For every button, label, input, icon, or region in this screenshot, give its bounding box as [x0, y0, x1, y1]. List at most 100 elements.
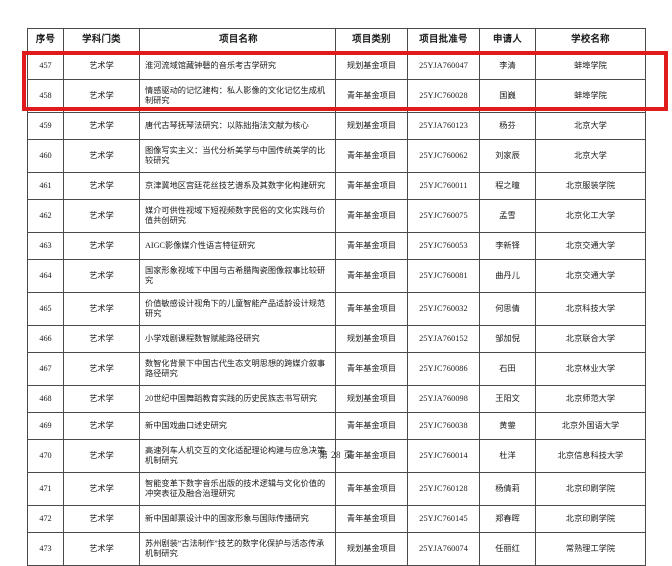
cell-discipline: 艺术学	[63, 79, 140, 113]
cell-applicant: 王阳文	[479, 385, 536, 413]
cell-category: 青年基金项目	[335, 232, 408, 260]
cell-applicant: 石田	[479, 352, 536, 386]
cell-title: 图像写实主义：当代分析美学与中国传统美学的比较研究	[139, 139, 336, 173]
cell-approval-no: 25YJC760014	[407, 439, 480, 473]
cell-applicant: 孟雪	[479, 199, 536, 233]
cell-applicant: 刘家辰	[479, 139, 536, 173]
cell-approval-no: 25YJC760145	[407, 505, 480, 533]
cell-approval-no: 25YJC760128	[407, 472, 480, 506]
cell-school: 北京师范大学	[535, 385, 646, 413]
table-header: 序号 学科门类 项目名称 项目类别 项目批准号 申请人 学校名称	[27, 28, 646, 53]
table-body: 457 艺术学 淮河流域馆藏钟磬的音乐考古学研究 规划基金项目 25YJA760047 李…	[27, 52, 646, 566]
cell-school: 北京交通大学	[535, 232, 646, 260]
table-row: 463 艺术学 AIGC影像媒介性语言特征研究 青年基金项目 25YJC760053 李新…	[27, 232, 646, 260]
cell-applicant: 杨倩莉	[479, 472, 536, 506]
table-row: 457 艺术学 淮河流域馆藏钟磬的音乐考古学研究 规划基金项目 25YJA760047 李…	[27, 52, 646, 80]
column-header-approval-no: 项目批准号	[407, 28, 480, 53]
cell-school: 北京林业大学	[535, 352, 646, 386]
cell-seq: 467	[27, 352, 64, 386]
table-row: 468 艺术学 20世纪中国舞蹈教育实践的历史民族志书写研究 规划基金项目 25YJA7…	[27, 385, 646, 413]
cell-category: 青年基金项目	[335, 412, 408, 440]
cell-approval-no: 25YJC760075	[407, 199, 480, 233]
cell-school: 北京印刷学院	[535, 505, 646, 533]
column-header-seq: 序号	[27, 28, 64, 53]
cell-seq: 470	[27, 439, 64, 473]
cell-school: 北京大学	[535, 112, 646, 140]
cell-school: 北京信息科技大学	[535, 439, 646, 473]
cell-approval-no: 25YJC760038	[407, 412, 480, 440]
cell-discipline: 艺术学	[63, 385, 140, 413]
cell-title: 唐代古琴抚琴法研究：以陈拙指法文献为核心	[139, 112, 336, 140]
cell-discipline: 艺术学	[63, 352, 140, 386]
table-row: 472 艺术学 新中国邮票设计中的国家形象与国际传播研究 青年基金项目 25YJC760…	[27, 505, 646, 533]
cell-title: 小学戏剧课程数智赋能路径研究	[139, 325, 336, 353]
cell-discipline: 艺术学	[63, 472, 140, 506]
cell-approval-no: 25YJA760047	[407, 52, 480, 80]
cell-school: 北京交通大学	[535, 259, 646, 293]
cell-approval-no: 25YJC760062	[407, 139, 480, 173]
cell-school: 北京印刷学院	[535, 472, 646, 506]
table-row: 459 艺术学 唐代古琴抚琴法研究：以陈拙指法文献为核心 规划基金项目 25YJA760…	[27, 112, 646, 140]
cell-approval-no: 25YJC760081	[407, 259, 480, 293]
table-header-row: 序号 学科门类 项目名称 项目类别 项目批准号 申请人 学校名称	[27, 28, 646, 53]
cell-seq: 465	[27, 292, 64, 326]
cell-category: 规划基金项目	[335, 385, 408, 413]
cell-category: 青年基金项目	[335, 505, 408, 533]
cell-school: 北京外国语大学	[535, 412, 646, 440]
cell-seq: 472	[27, 505, 64, 533]
cell-school: 蚌埠学院	[535, 79, 646, 113]
cell-title: 20世纪中国舞蹈教育实践的历史民族志书写研究	[139, 385, 336, 413]
cell-approval-no: 25YJA760074	[407, 532, 480, 566]
table-row: 469 艺术学 新中国戏曲口述史研究 青年基金项目 25YJC760038 黄蓥 北京外国语…	[27, 412, 646, 440]
cell-approval-no: 25YJC760028	[407, 79, 480, 113]
cell-applicant: 杨芬	[479, 112, 536, 140]
cell-school: 北京联合大学	[535, 325, 646, 353]
cell-seq: 468	[27, 385, 64, 413]
cell-applicant: 李清	[479, 52, 536, 80]
cell-discipline: 艺术学	[63, 412, 140, 440]
cell-discipline: 艺术学	[63, 112, 140, 140]
cell-seq: 473	[27, 532, 64, 566]
cell-approval-no: 25YJC760053	[407, 232, 480, 260]
cell-category: 青年基金项目	[335, 472, 408, 506]
cell-seq: 461	[27, 172, 64, 200]
cell-applicant: 何思倩	[479, 292, 536, 326]
cell-category: 青年基金项目	[335, 172, 408, 200]
cell-seq: 463	[27, 232, 64, 260]
cell-approval-no: 25YJA760123	[407, 112, 480, 140]
cell-category: 青年基金项目	[335, 199, 408, 233]
cell-discipline: 艺术学	[63, 532, 140, 566]
cell-category: 规划基金项目	[335, 112, 408, 140]
cell-applicant: 任丽红	[479, 532, 536, 566]
cell-school: 北京大学	[535, 139, 646, 173]
cell-discipline: 艺术学	[63, 259, 140, 293]
cell-title: 淮河流域馆藏钟磬的音乐考古学研究	[139, 52, 336, 80]
cell-discipline: 艺术学	[63, 139, 140, 173]
cell-seq: 458	[27, 79, 64, 113]
cell-seq: 469	[27, 412, 64, 440]
cell-approval-no: 25YJC760011	[407, 172, 480, 200]
cell-seq: 460	[27, 139, 64, 173]
table-row: 461 艺术学 京津冀地区宫廷花丝技艺谱系及其数字化构建研究 青年基金项目 25YJC7…	[27, 172, 646, 200]
column-header-category: 项目类别	[335, 28, 408, 53]
cell-title: 苏州剧装“古法制作”技艺的数字化保护与活态传承机制研究	[139, 532, 336, 566]
column-header-title: 项目名称	[139, 28, 336, 53]
cell-applicant: 李新铎	[479, 232, 536, 260]
cell-title: AIGC影像媒介性语言特征研究	[139, 232, 336, 260]
cell-title: 京津冀地区宫廷花丝技艺谱系及其数字化构建研究	[139, 172, 336, 200]
cell-school: 蚌埠学院	[535, 52, 646, 80]
cell-applicant: 程之曈	[479, 172, 536, 200]
cell-seq: 471	[27, 472, 64, 506]
cell-category: 青年基金项目	[335, 292, 408, 326]
cell-applicant: 黄蓥	[479, 412, 536, 440]
cell-school: 常熟理工学院	[535, 532, 646, 566]
cell-category: 规划基金项目	[335, 532, 408, 566]
cell-approval-no: 25YJA760152	[407, 325, 480, 353]
cell-seq: 457	[27, 52, 64, 80]
cell-category: 规划基金项目	[335, 325, 408, 353]
cell-applicant: 国巍	[479, 79, 536, 113]
cell-approval-no: 25YJC760086	[407, 352, 480, 386]
cell-seq: 459	[27, 112, 64, 140]
table-row: 464 艺术学 国家形象视域下中国与古希腊陶瓷图像叙事比较研究 青年基金项目 25YJC…	[27, 259, 646, 293]
cell-discipline: 艺术学	[63, 232, 140, 260]
